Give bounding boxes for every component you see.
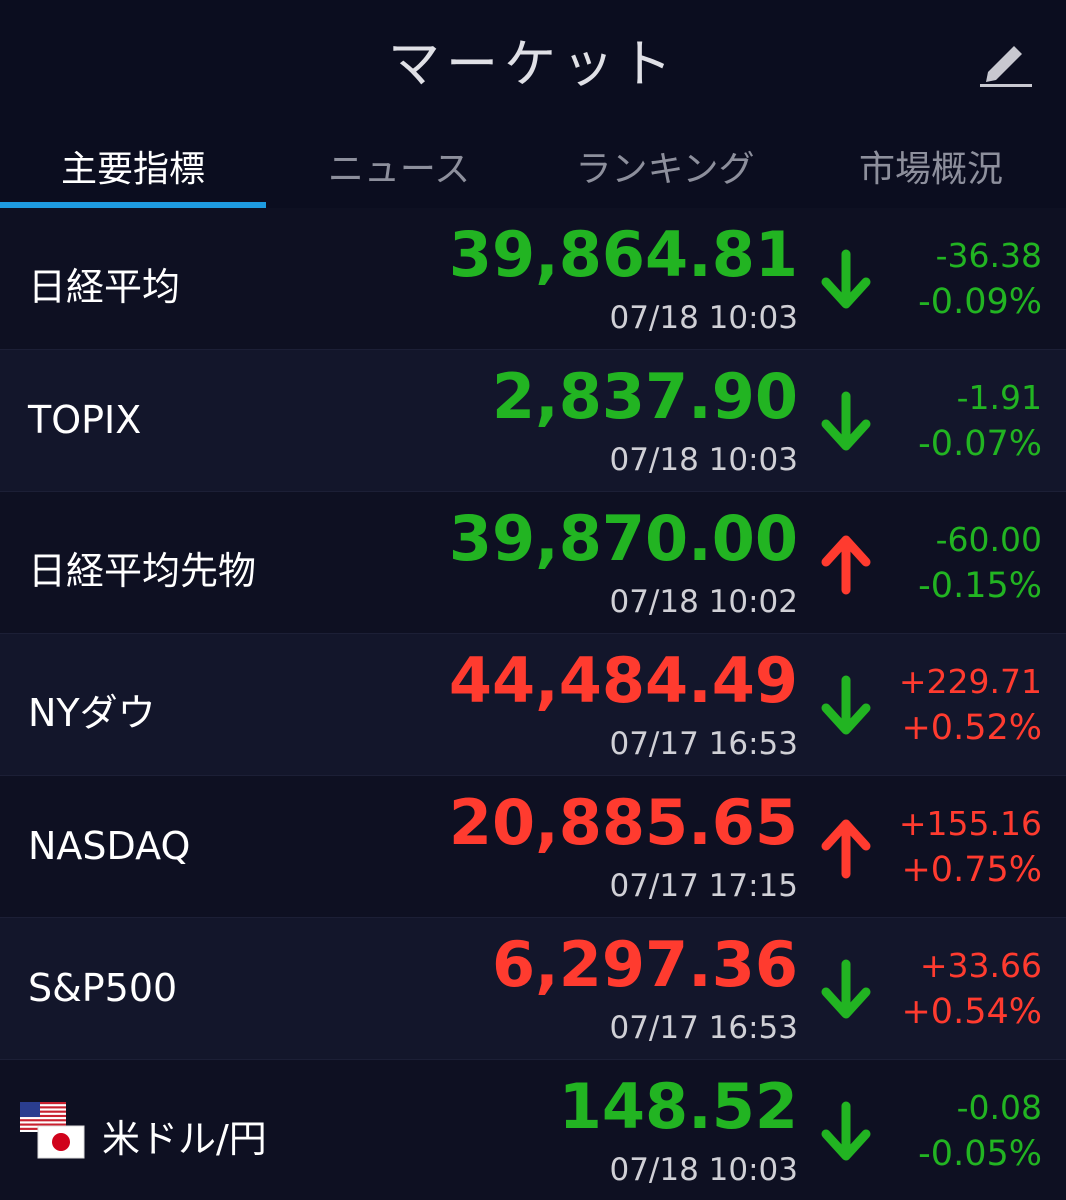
update-time: 07/18 10:03 (609, 442, 798, 478)
edit-button[interactable] (978, 34, 1034, 90)
tab[interactable]: ニュース (327, 149, 471, 190)
index-name: 米ドル/円 (102, 1117, 267, 1161)
index-name: 日経平均先物 (28, 549, 257, 593)
update-time: 07/18 10:03 (609, 300, 798, 336)
trend-arrow (821, 249, 871, 309)
tab[interactable]: 市場概況 (858, 149, 1003, 190)
trend-arrow (821, 819, 871, 879)
active-tab-indicator (0, 202, 266, 208)
index-name: TOPIX (28, 398, 142, 442)
index-name: S&P500 (28, 966, 178, 1010)
index-row[interactable]: 日経平均先物 39,870.00 07/18 10:02 -60.00 -0.15% (0, 492, 1066, 634)
percent-change: -0.15% (918, 566, 1042, 606)
price-change: -60.00 (935, 520, 1042, 559)
index-name: NYダウ (28, 691, 156, 735)
update-time: 07/18 10:03 (609, 1152, 798, 1188)
trend-arrow (821, 675, 871, 735)
percent-change: +0.52% (901, 708, 1042, 748)
percent-change: +0.75% (901, 850, 1042, 890)
trend-arrow (821, 1101, 871, 1161)
price-change: +33.66 (919, 946, 1042, 985)
update-time: 07/17 16:53 (609, 1010, 798, 1046)
index-row[interactable]: 米ドル/円 148.52 07/18 10:03 -0.08 -0.05% (0, 1060, 1066, 1200)
index-price: 20,885.65 (448, 786, 798, 859)
price-change: -36.38 (935, 236, 1042, 275)
update-time: 07/17 17:15 (609, 868, 798, 904)
index-price: 148.52 (558, 1070, 798, 1143)
price-change: +229.71 (898, 662, 1042, 701)
tab[interactable]: ランキング (575, 149, 755, 190)
tab-bar: 主要指標 ニュース ランキング 市場概況 (0, 120, 1066, 209)
price-change: -0.08 (956, 1088, 1042, 1127)
index-row[interactable]: NYダウ 44,484.49 07/17 16:53 +229.71 +0.52% (0, 634, 1066, 776)
currency-flags (20, 1102, 85, 1159)
index-price: 2,837.90 (492, 360, 798, 433)
index-name: NASDAQ (28, 824, 191, 868)
index-price: 39,870.00 (448, 502, 798, 575)
price-change: +155.16 (898, 804, 1042, 843)
index-row[interactable]: NASDAQ 20,885.65 07/17 17:15 +155.16 +0.75% (0, 776, 1066, 918)
update-time: 07/17 16:53 (609, 726, 798, 762)
index-row[interactable]: S&P500 6,297.36 07/17 16:53 +33.66 +0.54% (0, 918, 1066, 1060)
percent-change: -0.07% (918, 424, 1042, 464)
update-time: 07/18 10:02 (609, 584, 798, 620)
trend-arrow (821, 535, 871, 595)
index-row[interactable]: 日経平均 39,864.81 07/18 10:03 -36.38 -0.09% (0, 208, 1066, 350)
index-price: 39,864.81 (448, 218, 798, 291)
index-name: 日経平均 (28, 265, 181, 309)
trend-arrow (821, 959, 871, 1019)
screen-title: マーケット (387, 35, 678, 95)
percent-change: -0.09% (918, 282, 1042, 322)
index-row[interactable]: TOPIX 2,837.90 07/18 10:03 -1.91 -0.07% (0, 350, 1066, 492)
price-change: -1.91 (956, 378, 1042, 417)
trend-arrow (821, 391, 871, 451)
percent-change: -0.05% (918, 1134, 1042, 1174)
tab[interactable]: 主要指標 (60, 149, 205, 190)
index-price: 44,484.49 (448, 644, 798, 717)
index-price: 6,297.36 (492, 928, 798, 1001)
percent-change: +0.54% (901, 992, 1042, 1032)
